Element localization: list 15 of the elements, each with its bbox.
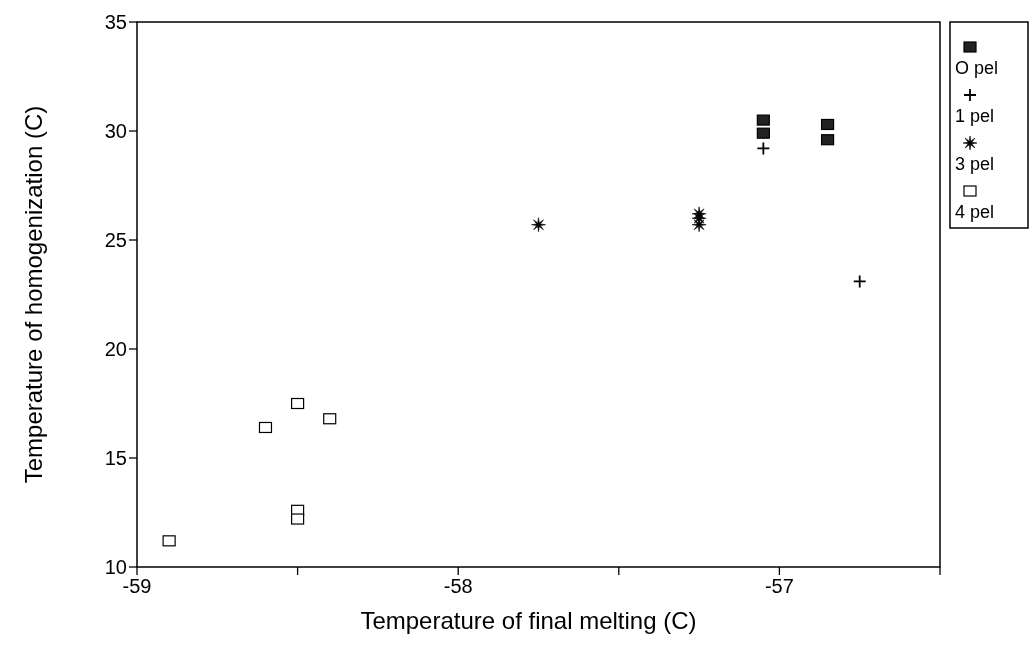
x-tick-label: -59 <box>122 575 152 597</box>
y-tick-label: 10 <box>104 556 127 578</box>
y-tick-label: 25 <box>104 229 127 251</box>
legend-label: 1 pel <box>955 106 995 126</box>
x-tick-label: -57 <box>764 575 794 597</box>
y-tick-label: 30 <box>104 120 127 142</box>
x-tick-label: -58 <box>443 575 473 597</box>
y-tick-label: 20 <box>104 338 127 360</box>
legend-label: 3 pel <box>955 154 995 174</box>
legend-label: 4 pel <box>955 202 995 222</box>
legend-label: O pel <box>955 58 999 78</box>
y-tick-label: 15 <box>104 447 127 469</box>
y-axis-title: Temperature of homogenization (C) <box>20 105 47 484</box>
x-axis-title: Temperature of final melting (C) <box>360 607 697 634</box>
y-tick-label: 35 <box>104 11 127 33</box>
